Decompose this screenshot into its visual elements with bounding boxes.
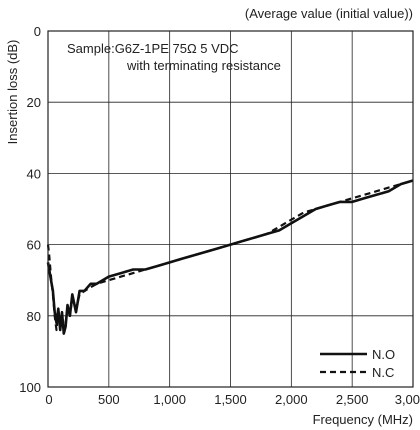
x-tick-label: 0 [45,392,52,407]
y-tick-label: 0 [34,24,41,39]
series-layer [46,179,414,335]
y-tick-label: 60 [27,238,41,253]
x-tick-label: 1,000 [153,392,186,407]
y-tick-label: 40 [27,166,41,181]
x-tick-label: 3,000 [395,392,420,407]
sample-note-line-2: with terminating resistance [126,58,281,73]
legend-label-n-o: N.O [372,347,395,362]
y-tick-label: 20 [27,95,41,110]
sample-note-line-1: Sample:G6Z-1PE 75Ω 5 VDC [67,41,239,56]
grid [48,31,413,387]
x-axis-label: Frequency (MHz) [313,412,413,427]
x-tick-label: 2,000 [275,392,308,407]
legend-label-n-c: N.C [372,365,394,380]
plot-frame [47,30,414,388]
legend: N.O N.C [320,347,395,380]
y-tick-label: 80 [27,309,41,324]
x-tick-label: 500 [98,392,120,407]
x-tick-labels: 0 500 1,000 1,500 2,000 2,500 3,000 [45,392,420,407]
x-tick-label: 1,500 [214,392,247,407]
y-axis-label: Insertion loss (dB) [5,40,20,145]
series-line-n-c [46,179,414,332]
x-tick-label: 2,500 [336,392,369,407]
y-tick-label: 100 [19,380,41,395]
y-tick-labels: 0 20 40 60 80 100 [19,24,41,395]
chart-title: (Average value (initial value)) [245,6,413,21]
